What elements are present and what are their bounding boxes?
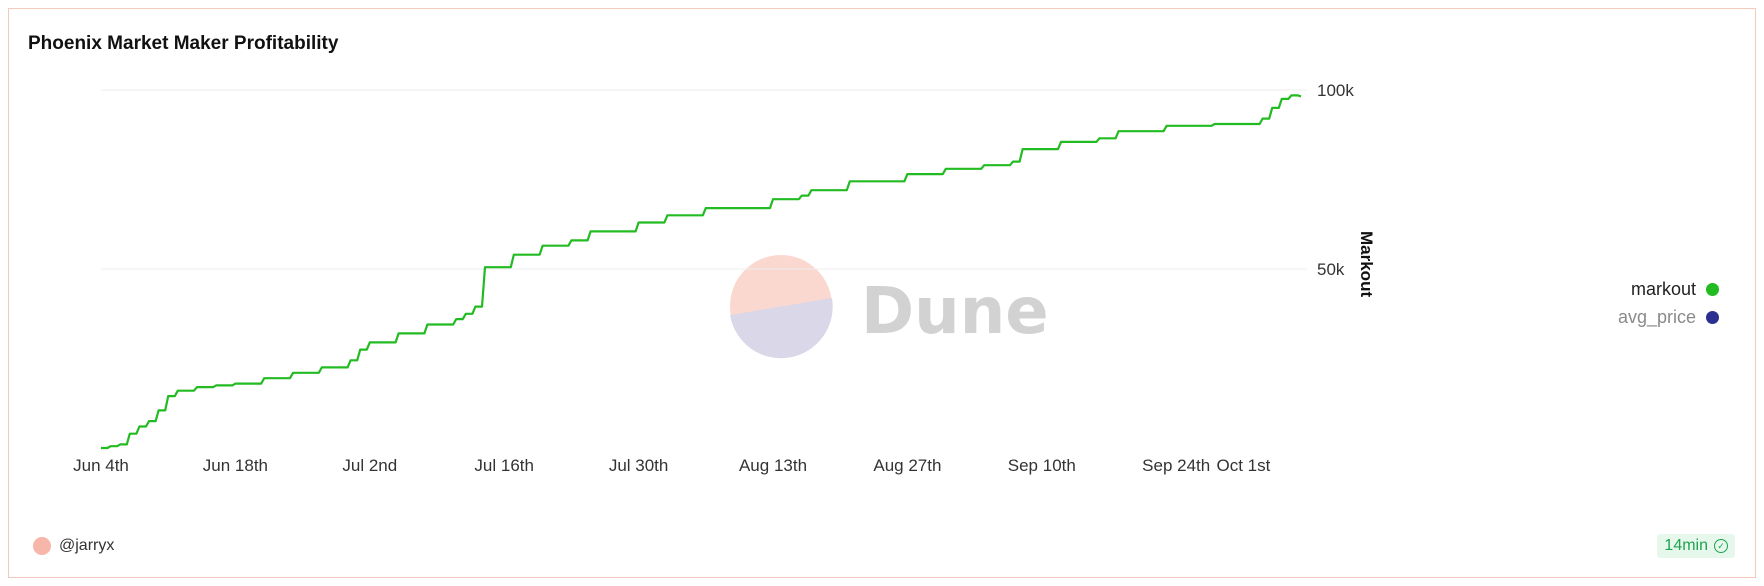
legend-label-markout: markout: [1630, 278, 1696, 299]
legend-dot-markout: [1706, 282, 1719, 296]
refresh-badge[interactable]: 14min ✓: [1657, 534, 1735, 558]
author-handle: @jarryx: [59, 537, 115, 554]
x-tick-label: Aug 27th: [873, 456, 941, 475]
chart-card: Phoenix Market Maker Profitability Dune …: [8, 8, 1756, 578]
legend-item-avg-price[interactable]: avg_price: [1618, 303, 1719, 331]
series-line-markout: [101, 94, 1302, 450]
refresh-time: 14min: [1664, 537, 1708, 554]
x-tick-label: Jun 18th: [203, 456, 268, 475]
legend-item-markout[interactable]: markout: [1618, 275, 1719, 303]
x-tick-label: Jun 4th: [73, 456, 129, 475]
watermark-text: Dune: [861, 275, 1049, 349]
x-axis-ticks: Jun 4th Jun 18th Jul 2nd Jul 16th Jul 30th Au…: [73, 456, 1270, 475]
y-axis-label: Markout: [1357, 231, 1376, 297]
x-tick-label: Jul 30th: [609, 456, 669, 475]
gridlines: [101, 89, 1307, 270]
author[interactable]: @jarryx: [33, 537, 114, 555]
legend: markout avg_price: [1618, 275, 1719, 331]
avatar: [33, 537, 51, 555]
watermark-logo-bottom: [730, 298, 833, 359]
legend-label-avg-price: avg_price: [1617, 306, 1696, 327]
legend-dot-avg-price: [1706, 310, 1719, 324]
line-chart: Dune 50k 100k Jun 4th Jun 18th Jul 2nd Jul 1…: [73, 81, 1376, 475]
x-tick-label: Aug 13th: [739, 456, 807, 475]
y-tick-label-50k: 50k: [1317, 260, 1345, 279]
x-tick-label: Sep 24th: [1142, 456, 1210, 475]
chart-title: Phoenix Market Maker Profitability: [28, 33, 339, 54]
x-tick-label: Sep 10th: [1008, 456, 1076, 475]
x-tick-label: Oct 1st: [1216, 456, 1270, 475]
y-tick-label-100k: 100k: [1317, 81, 1354, 100]
watermark: Dune: [730, 255, 1049, 359]
x-tick-label: Jul 2nd: [342, 456, 397, 475]
y-axis-ticks: 50k 100k: [1317, 81, 1354, 279]
check-circle-icon: ✓: [1714, 539, 1728, 553]
x-tick-label: Jul 16th: [474, 456, 534, 475]
